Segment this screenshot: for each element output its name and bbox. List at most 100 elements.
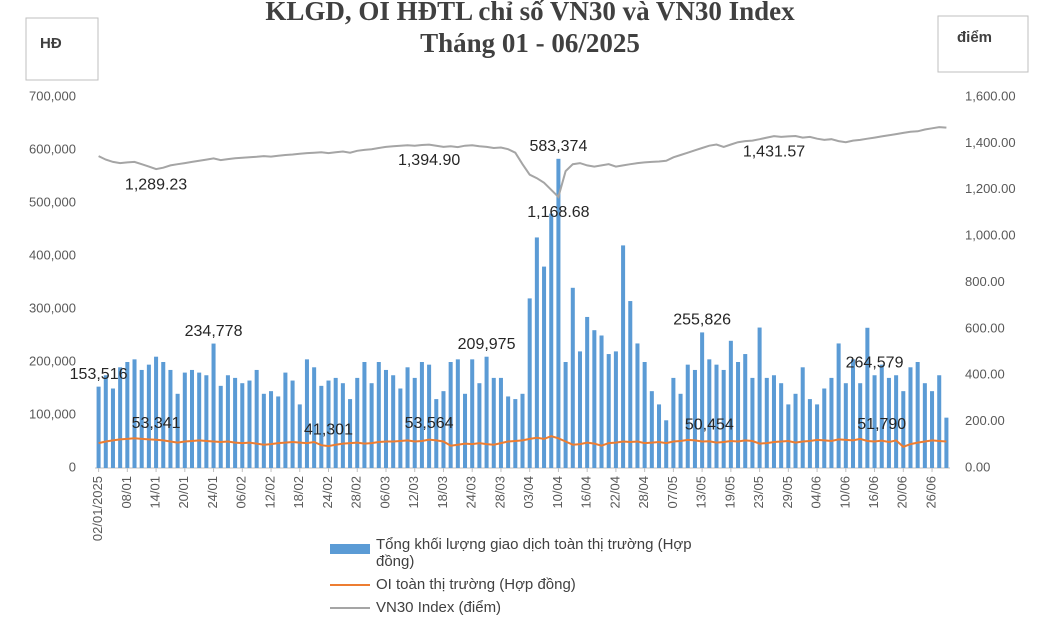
chart-subtitle: Tháng 01 - 06/2025 [420,28,640,58]
data-label: 51,790 [857,416,906,433]
bar [599,335,604,468]
legend-item: OI toàn thị trường (Hợp đồng) [330,576,770,593]
data-label: 50,454 [685,416,734,433]
bar [736,362,741,468]
bar [513,399,518,468]
bar [132,359,137,468]
bar [247,380,252,468]
y2-tick-label: 1,600.00 [965,88,1016,103]
data-label: 583,374 [530,138,588,155]
bar [549,213,554,468]
bar [369,383,374,468]
bar [448,362,453,468]
x-tick-label: 10/06 [837,476,852,509]
x-tick-label: 08/01 [119,476,134,509]
bar [807,399,812,468]
y-tick-label: 200,000 [29,353,76,368]
bar [930,391,935,468]
x-tick-label: 12/03 [406,476,421,509]
bar [649,391,654,468]
y-tick-label: 600,000 [29,141,76,156]
x-tick-label: 06/03 [377,476,392,509]
data-label: 41,301 [304,421,353,438]
data-label: 153,516 [70,366,128,383]
y2-tick-label: 1,400.00 [965,135,1016,150]
bar [398,388,403,468]
bar [750,377,755,468]
bar [269,391,274,468]
bar [161,362,166,468]
chart-title: KLGD, OI HĐTL chỉ số VN30 và VN30 Index [265,0,795,26]
bar [635,343,640,468]
y-tick-label: 500,000 [29,194,76,209]
bar [879,364,884,468]
bar [362,362,367,468]
x-tick-label: 04/06 [809,476,824,509]
bar [606,354,611,468]
y-tick-label: 400,000 [29,247,76,262]
x-tick-label: 28/02 [349,476,364,509]
y-tick-label: 700,000 [29,88,76,103]
bar [527,298,532,468]
bar [628,301,633,468]
bar [757,327,762,468]
bar [283,372,288,468]
bar [534,237,539,468]
x-tick-label: 20/01 [176,476,191,509]
x-tick-label: 13/05 [694,476,709,509]
bar [139,369,144,468]
bar [491,377,496,468]
bar [657,404,662,468]
y2-tick-label: 1,000.00 [965,228,1016,243]
x-tick-label: 24/02 [320,476,335,509]
bar [189,369,195,468]
bar [613,351,618,468]
legend-item: Tổng khối lượng giao dịch toàn thị trườn… [330,536,770,570]
data-label: 53,564 [405,415,454,432]
bar [225,375,230,468]
bar [764,377,769,468]
bar [786,404,791,468]
x-tick-label: 18/03 [435,476,450,509]
bar [254,369,259,468]
bar [872,375,877,468]
x-tick-label: 12/02 [262,476,277,509]
data-label: 255,826 [673,312,731,329]
bar [858,383,863,468]
legend-swatch [330,607,370,609]
bar [671,377,676,468]
y2-tick-label: 600.00 [965,320,1005,335]
y2-label-box [937,15,1029,73]
line [98,435,947,448]
bar [843,383,848,468]
bar [815,404,820,468]
bar [103,375,108,468]
bar [204,375,209,468]
bar [290,380,295,468]
bar [197,372,202,468]
data-label: 1,168.68 [527,204,589,221]
y2-axis-label: điểm [957,29,992,46]
bar [326,380,331,468]
bar [96,386,101,468]
bar [642,362,647,468]
x-tick-label: 06/02 [234,476,249,509]
bar [836,343,841,468]
bar [585,316,590,468]
bar [850,359,856,468]
bar [297,404,302,468]
data-label: 1,394.90 [398,152,460,169]
data-label: 1,289.23 [125,176,187,193]
bar [175,393,180,468]
bar [233,377,238,468]
bar [800,367,805,468]
x-tick-label: 10/04 [550,476,565,509]
bar [463,393,468,468]
legend-item: VN30 Index (điểm) [330,599,770,616]
bar [391,375,396,468]
bar [125,362,130,468]
x-tick-label: 14/01 [148,476,163,509]
bar [779,383,784,468]
x-tick-label: 20/06 [895,476,910,509]
